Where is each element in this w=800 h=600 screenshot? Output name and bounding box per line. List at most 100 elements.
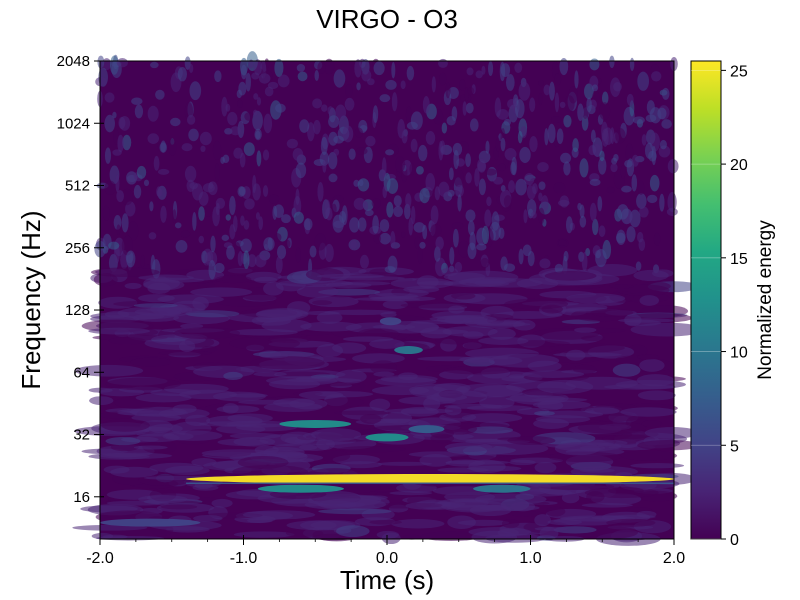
noise-blob — [240, 64, 247, 80]
noise-blob — [349, 217, 360, 233]
noise-blob — [247, 254, 257, 268]
noise-blob — [496, 108, 509, 120]
noise-blob — [172, 209, 177, 224]
noise-blob — [98, 452, 173, 459]
noise-blob — [438, 72, 447, 86]
noise-blob — [429, 315, 489, 323]
noise-blob — [563, 114, 572, 128]
noise-blob — [620, 407, 677, 417]
noise-blob — [463, 342, 487, 350]
noise-blob — [597, 195, 603, 212]
noise-blob — [124, 282, 142, 289]
noise-blob — [641, 420, 663, 428]
noise-blob — [361, 69, 372, 82]
noise-blob — [339, 502, 366, 508]
noise-blob — [579, 468, 615, 473]
signal-feature — [186, 474, 675, 485]
noise-blob — [581, 115, 589, 131]
noise-blob — [258, 216, 264, 231]
plot-area — [72, 51, 704, 546]
noise-blob — [529, 97, 536, 112]
noise-blob — [579, 215, 587, 228]
noise-blob — [646, 100, 655, 115]
noise-blob — [201, 345, 218, 353]
noise-blob — [616, 229, 626, 246]
noise-blob — [339, 461, 382, 469]
noise-blob — [481, 225, 490, 245]
noise-blob — [430, 205, 439, 225]
noise-blob — [158, 408, 210, 419]
noise-blob — [255, 130, 261, 140]
noise-blob — [462, 101, 467, 116]
noise-blob — [105, 437, 141, 446]
noise-blob — [484, 168, 497, 176]
noise-blob — [333, 148, 340, 156]
noise-blob — [110, 443, 139, 452]
noise-blob — [390, 277, 454, 289]
noise-blob — [504, 298, 569, 310]
noise-blob — [267, 336, 312, 343]
noise-blob — [459, 356, 495, 363]
noise-blob — [457, 194, 462, 212]
noise-blob — [397, 119, 406, 139]
noise-blob — [630, 322, 704, 337]
noise-blob — [322, 159, 327, 173]
noise-blob — [445, 82, 451, 99]
noise-blob — [590, 308, 634, 317]
noise-blob — [538, 181, 546, 190]
noise-blob — [538, 207, 545, 225]
noise-layer — [72, 51, 704, 546]
noise-blob — [559, 58, 569, 76]
noise-blob — [116, 190, 124, 203]
noise-blob — [379, 219, 390, 232]
noise-blob — [319, 151, 330, 166]
noise-blob — [102, 534, 128, 540]
noise-blob — [88, 387, 113, 393]
noise-blob — [229, 195, 236, 216]
noise-blob — [620, 165, 626, 179]
noise-blob — [273, 398, 316, 408]
y-tick-label: 16 — [73, 489, 90, 506]
noise-blob — [317, 181, 324, 202]
noise-blob — [632, 116, 645, 124]
noise-blob — [150, 61, 159, 69]
noise-blob — [296, 285, 339, 298]
noise-blob — [413, 222, 425, 233]
noise-blob — [115, 174, 120, 193]
noise-blob — [233, 531, 295, 538]
noise-blob — [465, 209, 476, 222]
noise-blob — [297, 331, 333, 336]
noise-blob — [449, 454, 495, 460]
noise-blob — [234, 242, 241, 254]
noise-blob — [313, 119, 321, 135]
noise-blob — [242, 510, 316, 520]
noise-blob — [659, 139, 667, 150]
noise-blob — [384, 265, 396, 273]
noise-blob — [475, 70, 483, 79]
noise-blob — [633, 269, 669, 282]
noise-blob — [591, 84, 599, 92]
noise-blob — [649, 174, 660, 192]
noise-blob — [369, 296, 436, 302]
noise-blob — [105, 377, 181, 391]
noise-blob — [629, 209, 641, 228]
noise-blob — [508, 511, 545, 517]
noise-blob — [488, 61, 494, 76]
noise-blob — [268, 379, 321, 390]
noise-blob — [261, 318, 312, 333]
noise-blob — [646, 194, 658, 204]
noise-blob — [401, 231, 406, 238]
noise-blob — [403, 534, 421, 540]
noise-blob — [117, 134, 124, 153]
noise-blob — [341, 205, 348, 226]
noise-blob — [275, 255, 283, 274]
noise-blob — [444, 442, 493, 453]
noise-blob — [252, 109, 258, 116]
noise-blob — [118, 116, 126, 130]
noise-blob — [318, 450, 351, 462]
noise-blob — [381, 157, 387, 178]
noise-blob — [598, 157, 607, 175]
noise-blob — [353, 197, 366, 210]
noise-blob — [610, 163, 618, 173]
